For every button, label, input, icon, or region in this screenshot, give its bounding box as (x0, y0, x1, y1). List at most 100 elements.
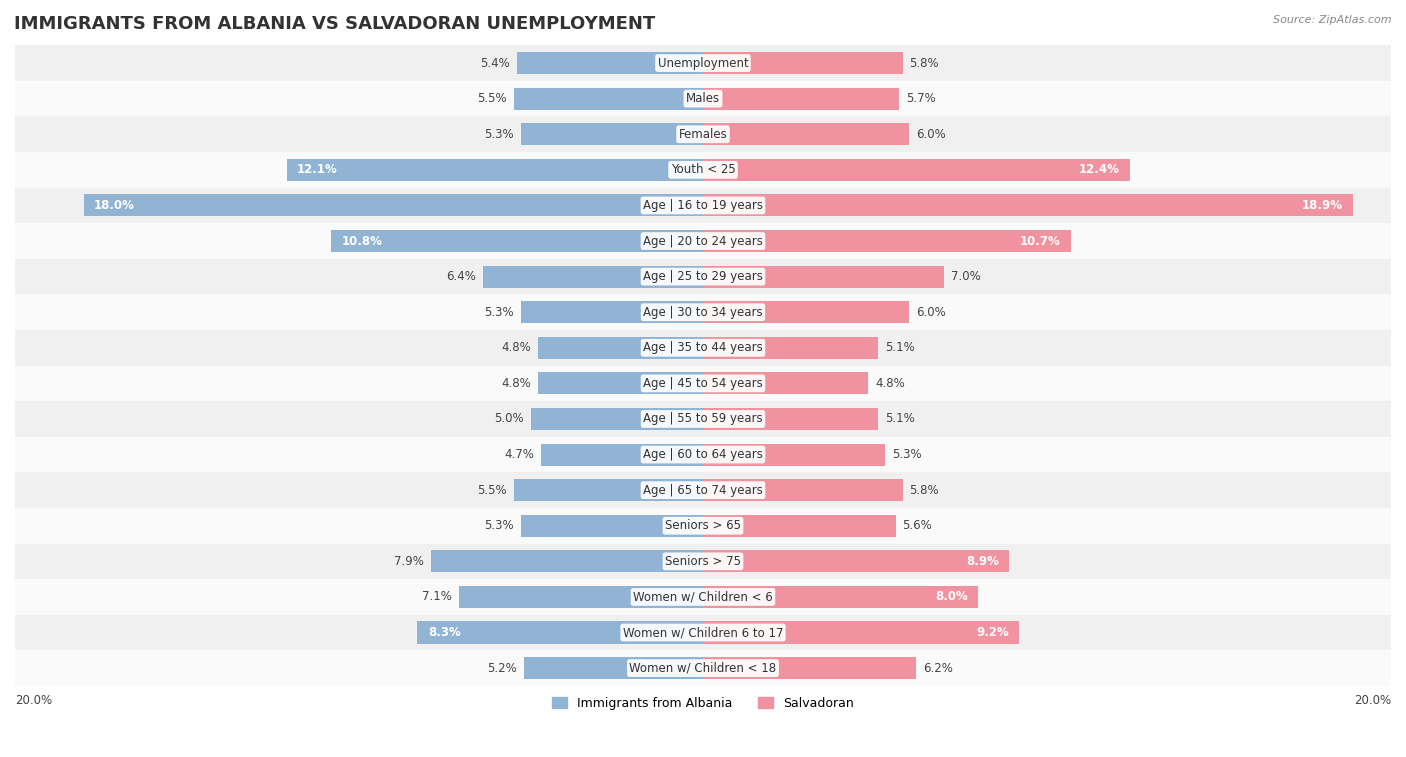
Text: Age | 35 to 44 years: Age | 35 to 44 years (643, 341, 763, 354)
Text: 5.4%: 5.4% (481, 57, 510, 70)
Bar (432, 550, 703, 572)
Text: 5.8%: 5.8% (910, 57, 939, 70)
Text: 5.8%: 5.8% (910, 484, 939, 497)
Bar (703, 52, 903, 74)
Bar (520, 301, 703, 323)
Bar (703, 195, 1353, 217)
Bar (703, 123, 910, 145)
Bar (15, 366, 1391, 401)
Text: Males: Males (686, 92, 720, 105)
Bar (15, 437, 1391, 472)
Bar (15, 401, 1391, 437)
Text: 5.6%: 5.6% (903, 519, 932, 532)
Text: 8.3%: 8.3% (427, 626, 461, 639)
Bar (531, 408, 703, 430)
Bar (15, 650, 1391, 686)
Bar (517, 52, 703, 74)
Text: 5.3%: 5.3% (484, 128, 513, 141)
Bar (15, 152, 1391, 188)
Bar (703, 586, 979, 608)
Text: 5.2%: 5.2% (488, 662, 517, 674)
Text: 8.9%: 8.9% (966, 555, 998, 568)
Bar (703, 372, 868, 394)
Text: IMMIGRANTS FROM ALBANIA VS SALVADORAN UNEMPLOYMENT: IMMIGRANTS FROM ALBANIA VS SALVADORAN UN… (14, 15, 655, 33)
Text: 5.1%: 5.1% (886, 341, 915, 354)
Bar (15, 544, 1391, 579)
Bar (703, 337, 879, 359)
Bar (538, 372, 703, 394)
Bar (15, 579, 1391, 615)
Bar (703, 408, 879, 430)
Text: 12.1%: 12.1% (297, 164, 337, 176)
Text: 8.0%: 8.0% (935, 590, 967, 603)
Bar (520, 515, 703, 537)
Text: 12.4%: 12.4% (1078, 164, 1119, 176)
Bar (15, 615, 1391, 650)
Text: Age | 25 to 29 years: Age | 25 to 29 years (643, 270, 763, 283)
Text: 9.2%: 9.2% (976, 626, 1010, 639)
Text: Seniors > 65: Seniors > 65 (665, 519, 741, 532)
Bar (418, 621, 703, 643)
Text: Youth < 25: Youth < 25 (671, 164, 735, 176)
Text: Age | 30 to 34 years: Age | 30 to 34 years (643, 306, 763, 319)
Bar (482, 266, 703, 288)
Text: 5.0%: 5.0% (495, 413, 524, 425)
Bar (15, 45, 1391, 81)
Bar (703, 621, 1019, 643)
Bar (520, 123, 703, 145)
Text: Age | 45 to 54 years: Age | 45 to 54 years (643, 377, 763, 390)
Bar (15, 294, 1391, 330)
Bar (703, 657, 917, 679)
Text: Women w/ Children < 6: Women w/ Children < 6 (633, 590, 773, 603)
Text: 6.4%: 6.4% (446, 270, 477, 283)
Text: 7.0%: 7.0% (950, 270, 980, 283)
Bar (84, 195, 703, 217)
Text: 5.5%: 5.5% (477, 484, 508, 497)
Text: 10.8%: 10.8% (342, 235, 382, 248)
Text: Age | 55 to 59 years: Age | 55 to 59 years (643, 413, 763, 425)
Bar (513, 479, 703, 501)
Bar (703, 301, 910, 323)
Text: 4.7%: 4.7% (505, 448, 534, 461)
Text: 7.1%: 7.1% (422, 590, 451, 603)
Text: 10.7%: 10.7% (1019, 235, 1060, 248)
Bar (703, 444, 886, 466)
Bar (15, 117, 1391, 152)
Text: Females: Females (679, 128, 727, 141)
Bar (703, 230, 1071, 252)
Bar (15, 223, 1391, 259)
Text: 20.0%: 20.0% (15, 693, 52, 707)
Text: Unemployment: Unemployment (658, 57, 748, 70)
Bar (332, 230, 703, 252)
Text: 5.1%: 5.1% (886, 413, 915, 425)
Text: 6.2%: 6.2% (924, 662, 953, 674)
Text: 6.0%: 6.0% (917, 306, 946, 319)
Text: 5.7%: 5.7% (905, 92, 936, 105)
Text: Seniors > 75: Seniors > 75 (665, 555, 741, 568)
Text: 5.3%: 5.3% (484, 306, 513, 319)
Bar (538, 337, 703, 359)
Text: Age | 60 to 64 years: Age | 60 to 64 years (643, 448, 763, 461)
Text: Women w/ Children < 18: Women w/ Children < 18 (630, 662, 776, 674)
Text: 6.0%: 6.0% (917, 128, 946, 141)
Text: 5.3%: 5.3% (484, 519, 513, 532)
Bar (15, 259, 1391, 294)
Text: 7.9%: 7.9% (395, 555, 425, 568)
Text: 4.8%: 4.8% (502, 377, 531, 390)
Bar (513, 88, 703, 110)
Bar (15, 472, 1391, 508)
Bar (703, 515, 896, 537)
Text: Age | 20 to 24 years: Age | 20 to 24 years (643, 235, 763, 248)
Text: Age | 16 to 19 years: Age | 16 to 19 years (643, 199, 763, 212)
Text: 18.0%: 18.0% (94, 199, 135, 212)
Bar (15, 188, 1391, 223)
Bar (703, 479, 903, 501)
Bar (541, 444, 703, 466)
Bar (524, 657, 703, 679)
Text: 4.8%: 4.8% (502, 341, 531, 354)
Text: Source: ZipAtlas.com: Source: ZipAtlas.com (1274, 15, 1392, 25)
Bar (703, 159, 1129, 181)
Text: Age | 65 to 74 years: Age | 65 to 74 years (643, 484, 763, 497)
Text: 5.5%: 5.5% (477, 92, 508, 105)
Bar (15, 508, 1391, 544)
